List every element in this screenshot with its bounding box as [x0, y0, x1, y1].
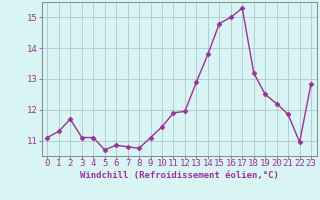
- X-axis label: Windchill (Refroidissement éolien,°C): Windchill (Refroidissement éolien,°C): [80, 171, 279, 180]
